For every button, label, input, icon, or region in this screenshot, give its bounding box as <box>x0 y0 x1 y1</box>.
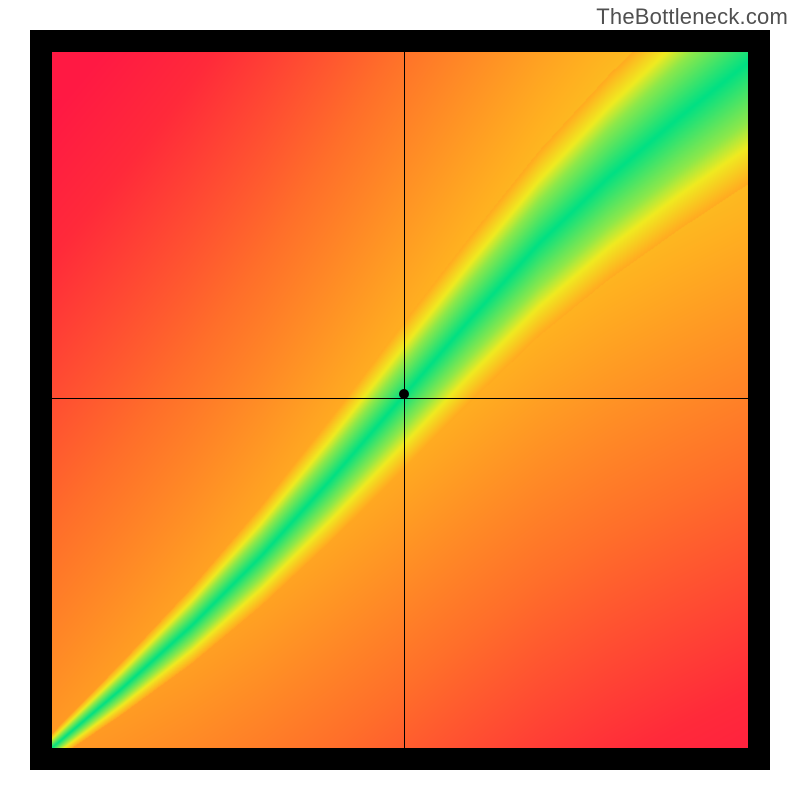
plot-area <box>30 30 770 770</box>
chart-container: TheBottleneck.com <box>0 0 800 800</box>
crosshair-vertical <box>404 30 405 770</box>
crosshair-horizontal <box>30 398 770 399</box>
watermark-text: TheBottleneck.com <box>596 4 788 30</box>
heatmap-canvas <box>52 52 748 748</box>
marker-dot <box>399 389 409 399</box>
